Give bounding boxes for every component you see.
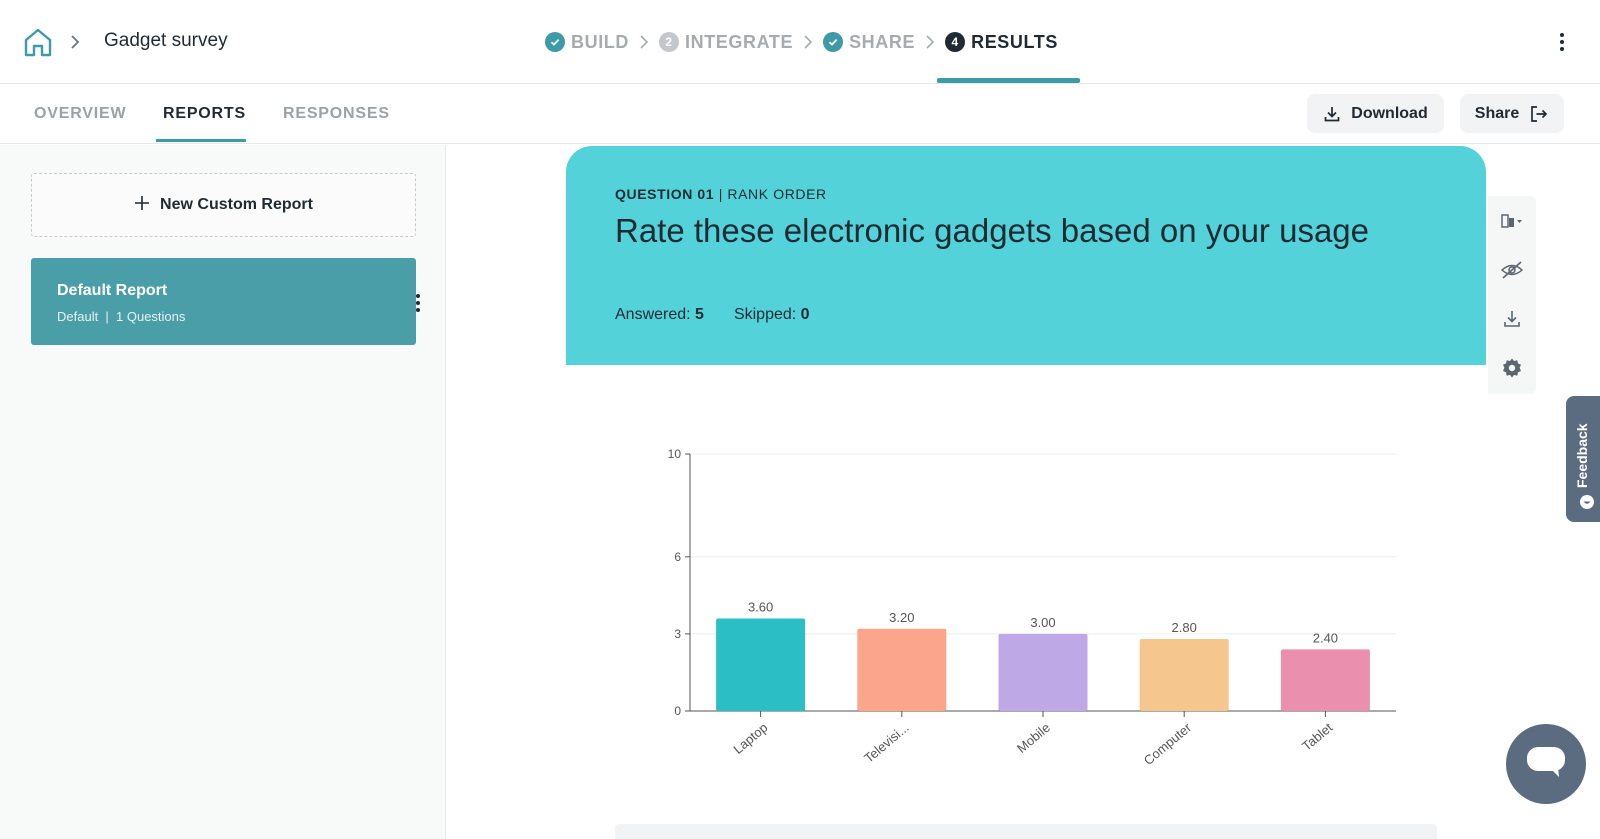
chart-type-icon[interactable] [1488, 196, 1536, 245]
x-tick-label: Tablet [1299, 720, 1336, 754]
question-card: QUESTION 01 | RANK ORDER Rate these elec… [566, 146, 1486, 839]
question-label: QUESTION 01 | RANK ORDER [615, 186, 827, 202]
active-step-indicator [937, 78, 1080, 83]
bar [1280, 649, 1370, 711]
new-custom-report-button[interactable]: New Custom Report [31, 173, 416, 237]
tab-responses[interactable]: RESPONSES [283, 105, 390, 122]
chat-icon [1525, 745, 1567, 784]
data-label: 3.60 [748, 599, 773, 614]
survey-title: Gadget survey [104, 30, 228, 51]
gear-icon[interactable] [1488, 343, 1536, 392]
y-tick-label: 0 [674, 704, 681, 718]
y-tick-label: 3 [674, 627, 681, 641]
skipped-label: Skipped: [733, 306, 797, 323]
chat-button[interactable] [1506, 724, 1586, 804]
download-button[interactable]: Download [1307, 94, 1444, 133]
tab-reports[interactable]: REPORTS [163, 105, 246, 122]
reports-sidebar: New Custom Report Default Report Default… [0, 145, 446, 839]
answered-stat: Answered: 5 [615, 306, 704, 324]
x-tick-label: Mobile [1014, 720, 1053, 756]
step-label: INTEGRATE [685, 31, 794, 52]
check-circle-icon [545, 32, 565, 52]
x-tick-label: Televisi... [861, 720, 912, 766]
step-results[interactable]: 4 RESULTS [945, 0, 1058, 84]
chevron-right-icon [68, 32, 82, 52]
plus-icon [134, 195, 150, 216]
skipped-stat: Skipped: 0 [734, 306, 810, 324]
smiley-icon [1579, 494, 1595, 515]
tab-overview[interactable]: OVERVIEW [34, 105, 127, 122]
question-stats: Answered: 5 Skipped: 0 [615, 306, 810, 324]
chevron-right-icon [793, 0, 823, 84]
data-label: 3.20 [889, 610, 914, 625]
bar [857, 628, 947, 711]
check-circle-icon [823, 32, 844, 52]
feedback-label: Feedback [1574, 423, 1590, 488]
feedback-tab[interactable]: Feedback [1566, 396, 1600, 522]
data-label: 2.40 [1313, 630, 1338, 645]
x-tick-label: Laptop [730, 720, 770, 757]
download-label: Download [1351, 104, 1428, 122]
bar-chart: 0 3 6 10 3.60 Laptop 3.20 Televisi... 3.00 Mobile… [668, 447, 1396, 768]
data-label: 2.80 [1172, 620, 1197, 635]
chevron-right-icon [629, 0, 659, 84]
download-icon [1323, 105, 1341, 123]
question-number: QUESTION 01 [615, 186, 715, 202]
y-tick-label: 6 [674, 550, 681, 564]
report-subtitle: Default | 1 Questions [57, 309, 186, 324]
step-label: BUILD [571, 31, 629, 52]
data-label: 3.00 [1030, 615, 1055, 630]
logout-arrow-icon [1529, 105, 1549, 123]
answered-value: 5 [695, 306, 704, 323]
y-tick-label: 10 [668, 447, 682, 461]
chart-tools [1488, 196, 1536, 394]
bar [998, 633, 1088, 711]
more-vertical-icon[interactable] [411, 292, 425, 314]
report-card-default[interactable]: Default Report Default | 1 Questions [31, 258, 420, 345]
home-icon[interactable] [22, 26, 54, 58]
chevron-right-icon [915, 0, 945, 84]
report-title: Default Report [57, 282, 168, 299]
new-report-label: New Custom Report [160, 196, 313, 213]
share-button[interactable]: Share [1460, 94, 1564, 133]
step-build[interactable]: BUILD [545, 0, 629, 84]
step-integrate[interactable]: 2 INTEGRATE [659, 0, 793, 84]
download-icon[interactable] [1488, 294, 1536, 343]
skipped-value: 0 [800, 306, 810, 323]
question-header: QUESTION 01 | RANK ORDER Rate these elec… [566, 146, 1486, 365]
share-label: Share [1474, 104, 1520, 122]
step-label: SHARE [849, 31, 916, 52]
bar [716, 618, 806, 711]
step-share[interactable]: SHARE [823, 0, 915, 84]
table-header-strip [615, 824, 1437, 839]
more-vertical-icon[interactable] [1554, 30, 1570, 54]
top-bar: Gadget survey BUILD 2 INTEGRATE SHARE [0, 0, 1600, 84]
hide-icon[interactable] [1488, 245, 1536, 294]
progress-stepper: BUILD 2 INTEGRATE SHARE 4 RESULTS [545, 0, 1058, 84]
step-number-badge: 2 [659, 32, 679, 52]
answered-label: Answered: [615, 306, 691, 323]
step-number-badge: 4 [945, 32, 966, 52]
question-title: Rate these electronic gadgets based on y… [615, 212, 1370, 249]
active-tab-indicator [156, 139, 246, 142]
step-label: RESULTS [971, 31, 1058, 52]
x-tick-label: Computer [1141, 719, 1195, 768]
bar [1139, 639, 1229, 711]
question-type: | RANK ORDER [718, 186, 827, 202]
